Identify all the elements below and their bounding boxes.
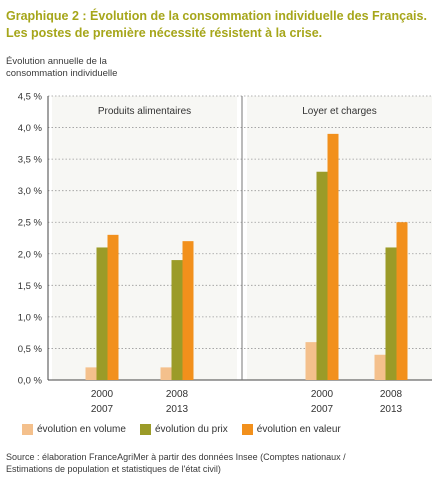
y-tick-label: 1,5 % [18,281,43,292]
legend-item-prix: évolution du prix [139,424,228,435]
legend-swatch-volume [22,424,33,435]
y-axis-title-line2: consommation individuelle [6,68,118,79]
x-tick-label: 2007 [311,404,334,415]
bar [160,367,172,380]
bar [107,234,119,380]
bar [96,247,108,380]
y-tick-label: 4,5 % [18,92,43,103]
legend-label-valeur: évolution en valeur [256,424,341,435]
chart-title-line1: Graphique 2 : Évolution de la consommati… [6,9,427,23]
y-axis-title: Évolution annuelle de la consommation in… [6,56,166,80]
x-tick-label: 2000 [91,389,114,400]
legend-item-volume: évolution en volume [22,424,126,435]
x-tick-label: 2008 [380,389,403,400]
y-tick-label: 2,0 % [18,249,43,260]
legend-item-valeur: évolution en valeur [241,424,341,435]
x-tick-label: 2008 [166,389,189,400]
bar [85,367,97,380]
source-line2: Estimations de population et statistique… [6,464,221,474]
x-tick-label: 2000 [311,389,334,400]
y-tick-label: 2,5 % [18,218,43,229]
panel-label: Produits alimentaires [98,106,191,117]
bar [327,133,339,380]
y-tick-label: 1,0 % [18,312,43,323]
legend-swatch-prix [139,424,151,435]
y-axis-title-line1: Évolution annuelle de la [6,56,107,67]
source-note: Source : élaboration FranceAgriMer à par… [6,451,432,475]
legend-label-volume: évolution en volume [37,424,126,435]
x-tick-label: 2007 [91,404,114,415]
source-line1: Source : élaboration FranceAgriMer à par… [6,452,346,462]
y-tick-label: 3,5 % [18,155,43,166]
x-tick-label: 2013 [166,404,189,415]
bar [182,241,194,380]
bar [374,354,386,380]
y-tick-label: 4,0 % [18,123,43,134]
legend-label-prix: évolution du prix [154,424,228,435]
legend: évolution en volume évolution du prix év… [22,424,422,435]
chart-title-line2: Les postes de première nécessité résiste… [6,26,323,40]
legend-swatch-valeur [241,424,253,435]
chart-title: Graphique 2 : Évolution de la consommati… [6,8,432,42]
panel-background-1 [52,96,237,380]
bar [396,222,408,380]
bar [171,260,183,380]
y-tick-label: 3,0 % [18,186,43,197]
panel-label: Loyer et charges [302,106,377,117]
bar [316,171,328,380]
y-tick-label: 0,0 % [18,376,43,387]
y-tick-label: 0,5 % [18,344,43,355]
x-tick-label: 2013 [380,404,403,415]
bar [305,342,317,380]
bar [385,247,397,380]
